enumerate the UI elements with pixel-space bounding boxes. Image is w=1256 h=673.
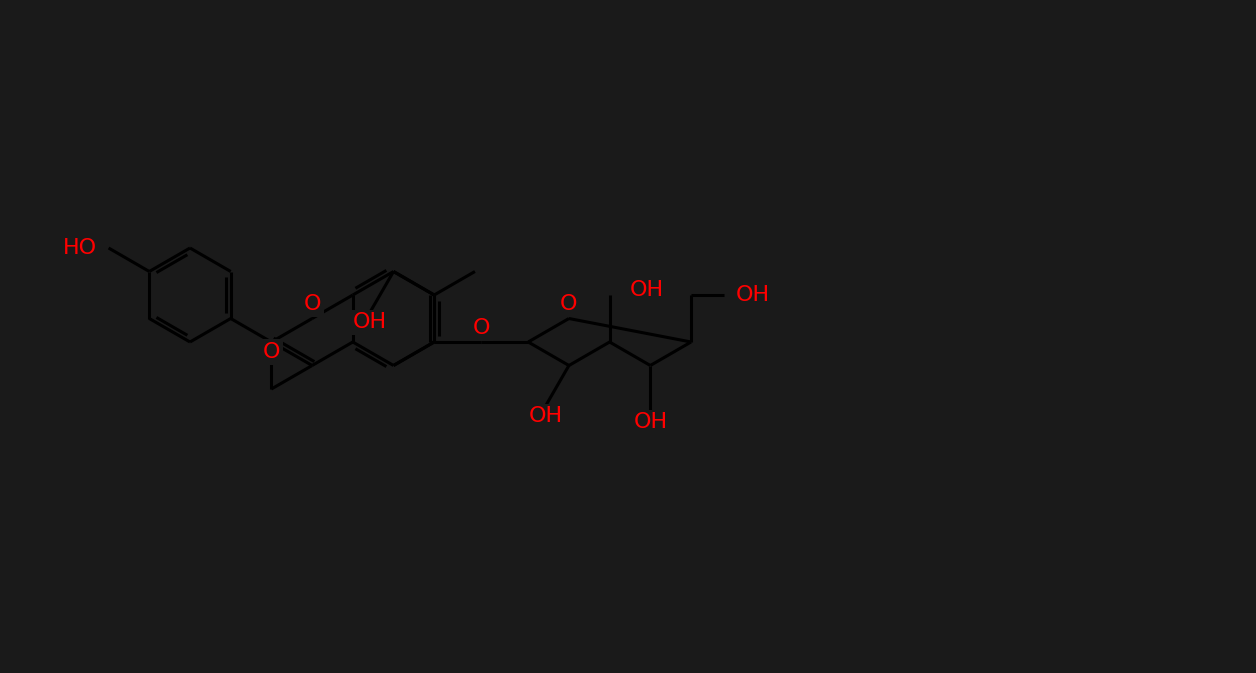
Text: OH: OH [633, 413, 667, 433]
Text: O: O [263, 342, 280, 362]
Text: O: O [304, 295, 320, 314]
Text: OH: OH [353, 312, 387, 332]
Text: OH: OH [736, 285, 770, 305]
Text: OH: OH [529, 406, 563, 426]
Text: HO: HO [63, 238, 97, 258]
Text: O: O [560, 295, 578, 314]
Text: O: O [472, 318, 490, 338]
Text: OH: OH [629, 280, 663, 300]
